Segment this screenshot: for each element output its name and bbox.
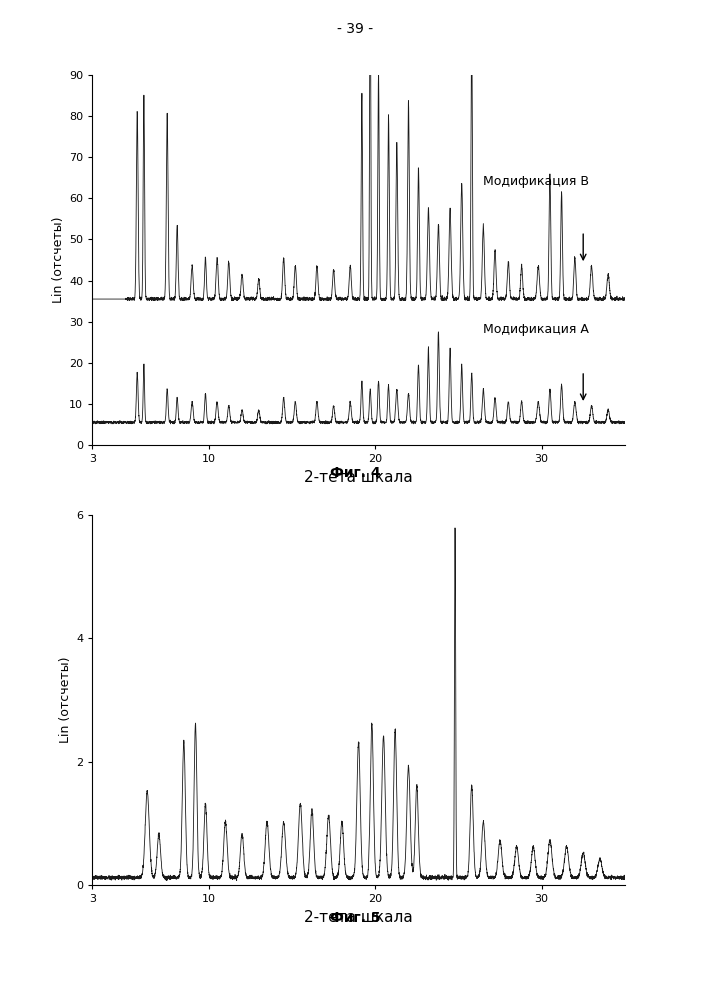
Text: Фиг. 4: Фиг. 4: [329, 466, 381, 480]
Text: Фиг. 5: Фиг. 5: [329, 911, 381, 925]
X-axis label: 2-тета шкала: 2-тета шкала: [304, 470, 413, 485]
Text: Модификация A: Модификация A: [484, 323, 589, 336]
Text: Модификация B: Модификация B: [484, 175, 589, 188]
Y-axis label: Lin (отсчеты): Lin (отсчеты): [59, 657, 72, 743]
Y-axis label: Lin (отсчеты): Lin (отсчеты): [52, 217, 65, 303]
Text: - 39 -: - 39 -: [337, 22, 373, 36]
X-axis label: 2-тета шкала: 2-тета шкала: [304, 910, 413, 925]
